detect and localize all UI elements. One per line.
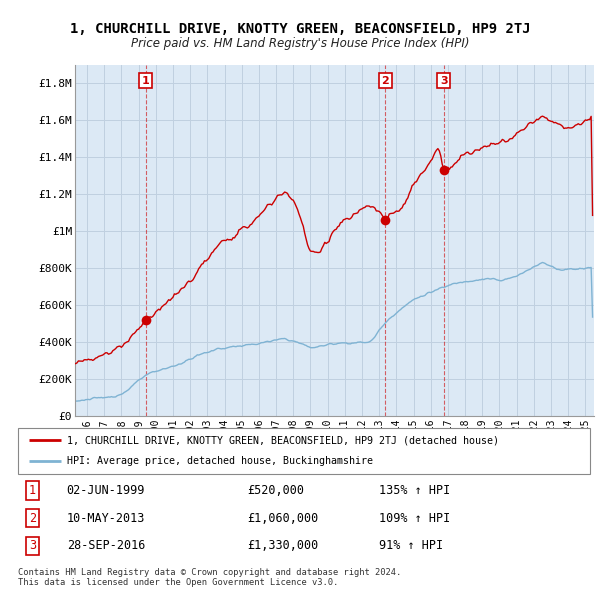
Text: 02-JUN-1999: 02-JUN-1999 <box>67 484 145 497</box>
Text: 3: 3 <box>440 76 448 86</box>
Text: 1, CHURCHILL DRIVE, KNOTTY GREEN, BEACONSFIELD, HP9 2TJ: 1, CHURCHILL DRIVE, KNOTTY GREEN, BEACON… <box>70 22 530 36</box>
FancyBboxPatch shape <box>18 428 590 474</box>
Text: Price paid vs. HM Land Registry's House Price Index (HPI): Price paid vs. HM Land Registry's House … <box>131 37 469 50</box>
Text: 2: 2 <box>382 76 389 86</box>
Text: 1, CHURCHILL DRIVE, KNOTTY GREEN, BEACONSFIELD, HP9 2TJ (detached house): 1, CHURCHILL DRIVE, KNOTTY GREEN, BEACON… <box>67 435 499 445</box>
Text: 2: 2 <box>29 512 36 525</box>
Text: 109% ↑ HPI: 109% ↑ HPI <box>379 512 450 525</box>
Text: 28-SEP-2016: 28-SEP-2016 <box>67 539 145 552</box>
Text: £1,330,000: £1,330,000 <box>247 539 319 552</box>
Text: 91% ↑ HPI: 91% ↑ HPI <box>379 539 443 552</box>
Text: 1: 1 <box>29 484 36 497</box>
Text: 1: 1 <box>142 76 149 86</box>
Text: £1,060,000: £1,060,000 <box>247 512 319 525</box>
Text: HPI: Average price, detached house, Buckinghamshire: HPI: Average price, detached house, Buck… <box>67 457 373 467</box>
Text: Contains HM Land Registry data © Crown copyright and database right 2024.
This d: Contains HM Land Registry data © Crown c… <box>18 568 401 587</box>
Text: 10-MAY-2013: 10-MAY-2013 <box>67 512 145 525</box>
Text: £520,000: £520,000 <box>247 484 304 497</box>
Text: 135% ↑ HPI: 135% ↑ HPI <box>379 484 450 497</box>
Text: 3: 3 <box>29 539 36 552</box>
